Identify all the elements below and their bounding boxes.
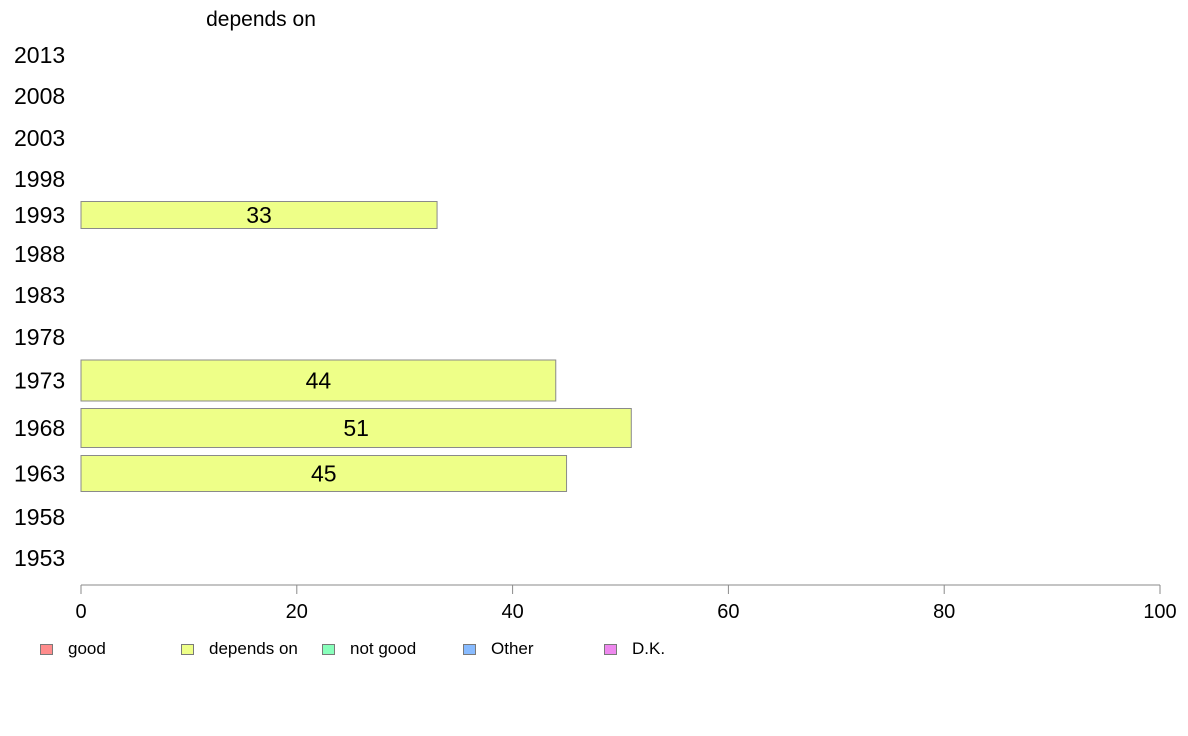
chart-legend: good depends on not good Other D.K.: [0, 638, 1188, 662]
legend-item: D.K.: [604, 638, 665, 660]
legend-item: good: [40, 638, 106, 660]
x-tick-label: 80: [933, 601, 955, 623]
x-tick-label: 20: [286, 601, 308, 623]
category-label: 1953: [14, 545, 65, 571]
category-labels: 2013 2008 2003 1998 1993 1988 1983 1978 1973 1968…: [14, 42, 65, 571]
legend-item: not good: [322, 638, 416, 660]
bar: [80, 455, 568, 492]
category-label: 1973: [14, 368, 65, 394]
x-tick-label: 40: [501, 601, 523, 623]
category-label: 2008: [14, 83, 65, 109]
data-label: 33: [246, 202, 272, 228]
legend-label: good: [68, 639, 106, 658]
legend-swatch: [322, 643, 335, 655]
category-label: 1978: [14, 324, 65, 350]
x-axis: 0 20 40 60 80 100: [75, 584, 1177, 623]
x-tick-label: 100: [1143, 601, 1176, 623]
chart-title: depends on: [206, 8, 316, 31]
data-label: 44: [306, 368, 332, 394]
legend-label: D.K.: [632, 639, 666, 658]
category-label: 2013: [14, 42, 65, 68]
legend-swatch: [604, 643, 617, 655]
legend-swatch: [181, 643, 194, 655]
category-label: 1993: [14, 202, 65, 228]
bar: [80, 359, 557, 402]
legend-label: Other: [491, 639, 534, 658]
data-label: 51: [343, 415, 369, 441]
category-label: 2003: [14, 125, 65, 151]
bar: [80, 201, 438, 229]
data-label: 45: [311, 461, 337, 487]
legend-swatch: [463, 643, 476, 655]
legend-swatch: [40, 643, 53, 655]
x-tick-label: 60: [717, 601, 739, 623]
category-label: 1968: [14, 415, 65, 441]
category-label: 1958: [14, 504, 65, 530]
category-label: 1988: [14, 241, 65, 267]
category-label: 1963: [14, 461, 65, 487]
bar: [80, 408, 632, 448]
category-label: 1998: [14, 166, 65, 192]
legend-item: Other: [463, 638, 534, 660]
category-label: 1983: [14, 282, 65, 308]
x-tick-label: 0: [75, 601, 86, 623]
legend-label: depends on: [209, 639, 298, 658]
legend-item: depends on: [181, 638, 298, 660]
legend-label: not good: [350, 639, 417, 658]
